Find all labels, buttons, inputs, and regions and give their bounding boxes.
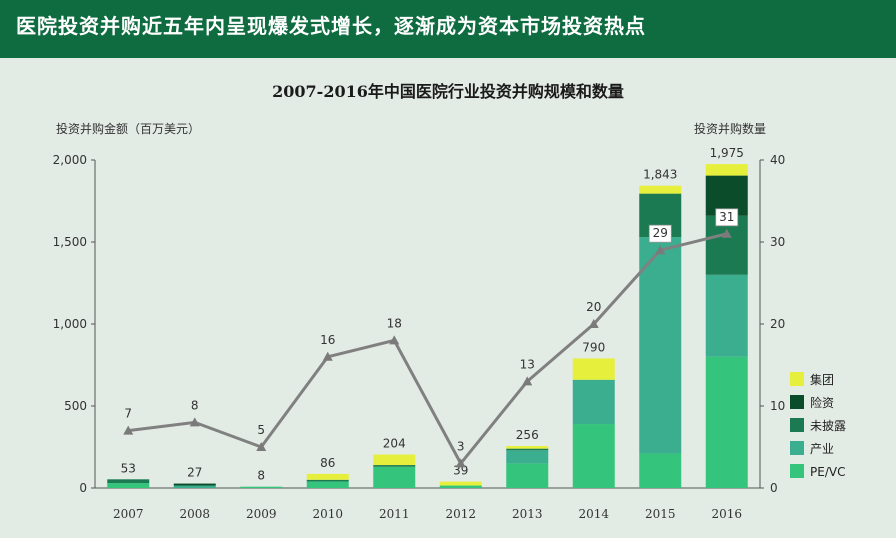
bar-segment	[572, 424, 615, 488]
chart-title: 2007-2016年中国医院行业投资并购规模和数量	[272, 82, 624, 101]
bar-total-label: 86	[320, 456, 335, 470]
count-marker	[655, 245, 666, 255]
count-marker	[721, 228, 732, 238]
bar-segment	[107, 479, 150, 484]
count-label: 5	[257, 423, 265, 437]
bar-segment	[572, 379, 615, 425]
count-line	[128, 232, 728, 467]
bar-segment	[306, 481, 349, 488]
bar-total-label: 790	[582, 340, 605, 354]
count-label: 8	[191, 398, 199, 412]
count-label: 16	[320, 333, 335, 347]
bar-segment	[639, 237, 682, 454]
x-tick-label: 2016	[711, 507, 742, 521]
header-title: 医院投资并购近五年内呈现爆发式增长，逐渐成为资本市场投资热点	[16, 14, 646, 38]
count-label-box	[715, 208, 739, 227]
bar-segment	[705, 356, 748, 488]
count-label: 29	[653, 226, 668, 240]
legend-label: 产业	[810, 442, 834, 456]
bar-segment	[373, 465, 416, 467]
x-tick-label: 2009	[246, 507, 277, 521]
bar-segment	[306, 479, 349, 482]
bar-total-label: 8	[257, 469, 265, 483]
right-tick-label: 10	[770, 399, 785, 413]
bar-segment	[705, 274, 748, 357]
bar-segment	[506, 450, 549, 464]
x-tick-label: 2014	[578, 507, 609, 521]
bar-segment	[173, 483, 216, 486]
bar-total-label: 1,975	[710, 146, 744, 160]
bar-total-label: 53	[121, 461, 136, 475]
legend-label: PE/VC	[810, 465, 845, 479]
bar-segment	[506, 448, 549, 451]
count-label: 20	[586, 300, 601, 314]
count-marker	[522, 376, 533, 386]
legend-label: 未披露	[810, 419, 846, 433]
count-label: 3	[457, 439, 465, 453]
count-marker	[256, 442, 267, 451]
legend-swatch	[790, 441, 804, 455]
count-label: 7	[124, 407, 132, 421]
x-tick-label: 2015	[645, 507, 676, 521]
x-tick-label: 2007	[113, 507, 144, 521]
bar-segment	[306, 473, 349, 480]
count-label-box	[648, 224, 672, 243]
count-marker	[588, 319, 599, 328]
bar-total-label: 256	[516, 428, 539, 442]
legend-swatch	[790, 418, 804, 432]
bar-segment	[506, 463, 549, 488]
bar-segment	[572, 358, 615, 380]
left-tick-label: 500	[64, 399, 87, 413]
bar-total-label: 1,843	[643, 168, 677, 182]
bar-segment	[705, 164, 748, 176]
x-tick-label: 2008	[179, 507, 210, 521]
count-marker	[189, 417, 200, 427]
bar-segment	[639, 453, 682, 488]
right-tick-label: 40	[770, 153, 785, 167]
bar-segment	[240, 486, 283, 488]
right-axis-title: 投资并购数量	[694, 122, 767, 136]
bar-segment	[373, 454, 416, 466]
bar-segment	[439, 485, 482, 488]
bar-segment	[107, 483, 150, 488]
bar-segment	[373, 466, 416, 488]
legend-swatch	[790, 372, 804, 386]
bar-segment	[639, 185, 682, 194]
legend-label: 险资	[810, 395, 834, 410]
left-tick-label: 1,500	[53, 235, 87, 249]
x-tick-label: 2012	[445, 507, 476, 521]
x-tick-label: 2010	[312, 507, 343, 521]
header-banner: 医院投资并购近五年内呈现爆发式增长，逐渐成为资本市场投资热点	[0, 0, 896, 58]
left-tick-label: 1,000	[53, 317, 87, 331]
x-tick-label: 2011	[379, 507, 410, 521]
left-tick-label: 2,000	[53, 153, 87, 167]
count-label: 18	[387, 316, 402, 330]
x-tick-label: 2013	[512, 507, 543, 521]
count-label: 13	[520, 357, 535, 371]
bar-segment	[173, 485, 216, 488]
right-tick-label: 20	[770, 317, 785, 331]
legend-label: 集团	[810, 372, 834, 387]
right-tick-label: 0	[770, 481, 778, 495]
count-marker	[389, 335, 400, 345]
left-tick-label: 0	[79, 481, 87, 495]
count-label: 31	[719, 210, 734, 224]
count-marker	[455, 458, 466, 468]
bar-segment	[439, 481, 482, 486]
legend-swatch	[790, 395, 804, 409]
bar-segment	[506, 446, 549, 449]
bar-total-label: 204	[383, 437, 406, 451]
bar-total-label: 27	[187, 466, 202, 480]
count-marker	[123, 425, 134, 435]
left-axis-title: 投资并购金额（百万美元）	[56, 122, 201, 136]
legend-swatch	[790, 464, 804, 478]
right-tick-label: 30	[770, 235, 785, 249]
count-marker	[322, 351, 333, 361]
